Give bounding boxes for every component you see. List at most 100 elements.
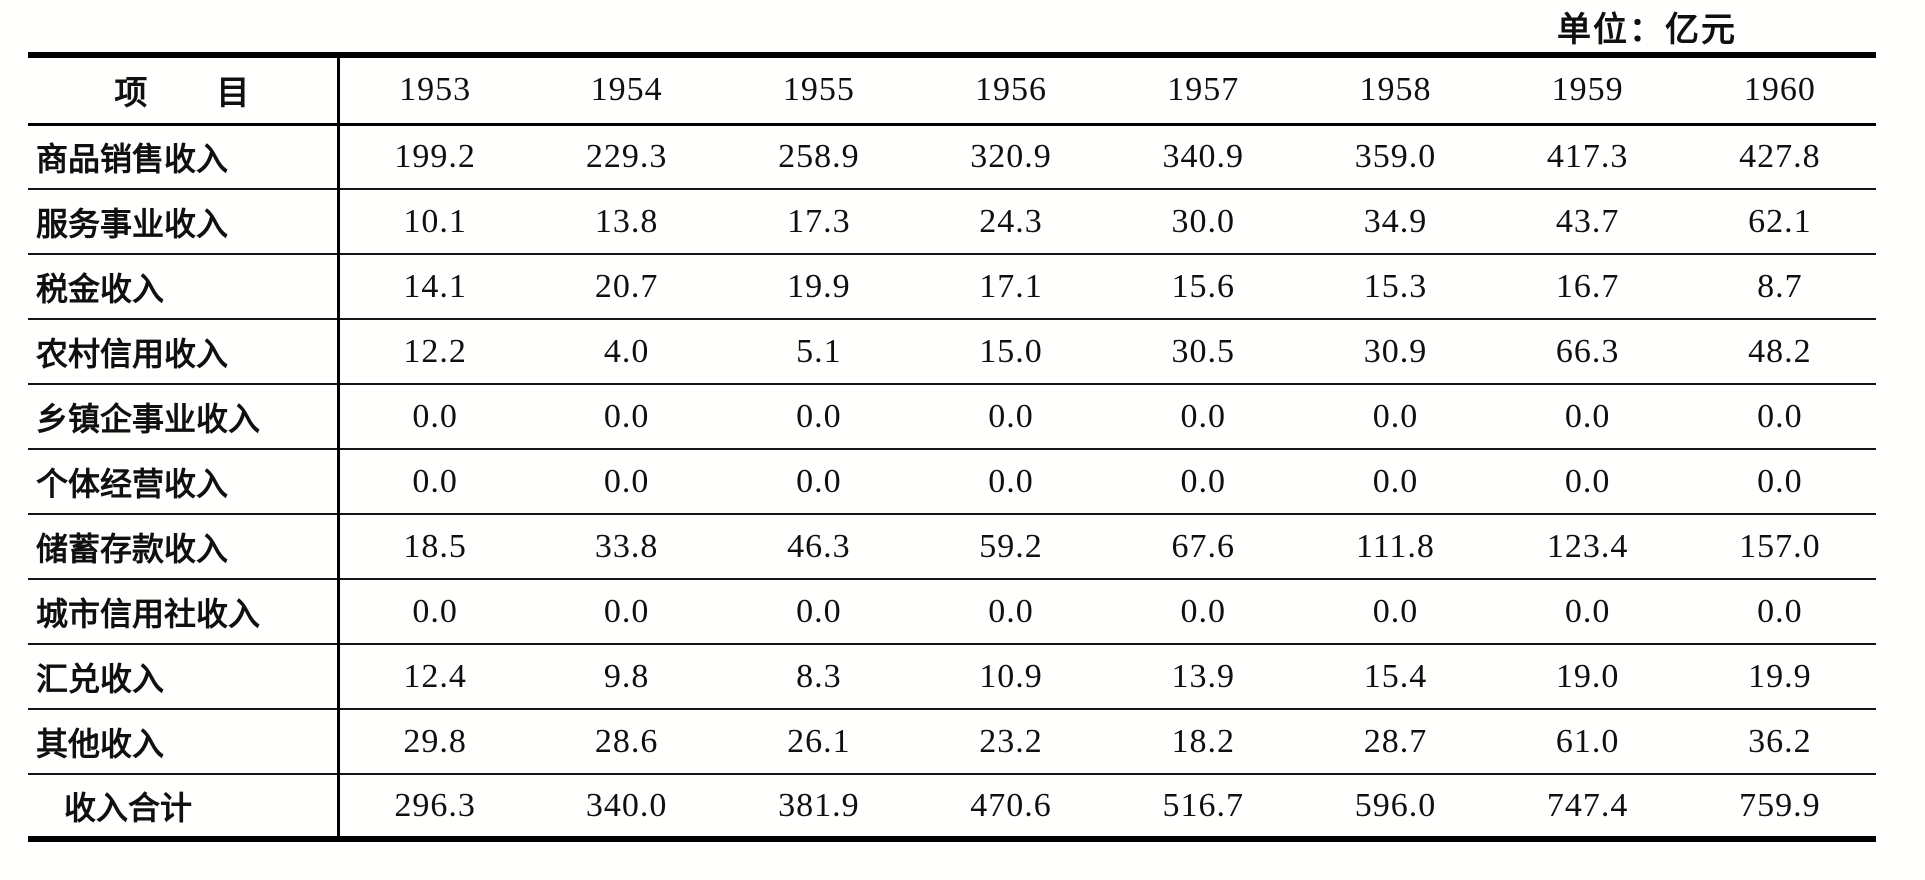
unit-label: 单位：亿元 xyxy=(1557,12,1737,49)
value-cell: 16.7 xyxy=(1555,267,1620,305)
value-cell: 15.0 xyxy=(979,332,1043,370)
value-cell: 123.4 xyxy=(1546,527,1629,565)
value-cell: 0.0 xyxy=(603,462,650,500)
value-cell: 340.9 xyxy=(1162,137,1244,175)
value-cell: 30.9 xyxy=(1363,332,1428,370)
row-label: 收入合计 xyxy=(28,774,340,839)
value-cell: 0.0 xyxy=(988,592,1034,630)
value-cell: 0.0 xyxy=(603,592,650,630)
table-row: 城市信用社收入 0.0 0.0 0.0 0.0 0.0 0.0 0.0 0.0 xyxy=(28,579,1876,644)
value-cell: 8.3 xyxy=(796,657,842,695)
value-cell: 0.0 xyxy=(603,397,650,435)
value-cell: 229.3 xyxy=(585,137,668,175)
value-cell: 258.9 xyxy=(778,137,860,175)
value-cell: 340.0 xyxy=(585,786,668,824)
value-cell: 427.8 xyxy=(1739,137,1821,175)
year-header: 1959 xyxy=(1551,71,1624,109)
value-cell: 18.2 xyxy=(1171,722,1235,760)
value-cell: 5.1 xyxy=(796,332,842,370)
value-cell: 10.1 xyxy=(403,202,467,240)
table-row: 税金收入 14.1 20.7 19.9 17.1 15.6 15.3 16.7 8.7 xyxy=(28,254,1876,319)
value-cell: 33.8 xyxy=(594,527,659,565)
value-cell: 13.9 xyxy=(1171,657,1235,695)
value-cell: 0.0 xyxy=(1180,462,1226,500)
value-cell: 15.6 xyxy=(1171,267,1235,305)
value-cell: 0.0 xyxy=(412,397,458,435)
value-cell: 0.0 xyxy=(1564,397,1611,435)
value-cell: 0.0 xyxy=(1757,592,1803,630)
value-cell: 0.0 xyxy=(796,397,842,435)
value-cell: 19.9 xyxy=(787,267,851,305)
value-cell: 0.0 xyxy=(1372,462,1419,500)
value-cell: 12.2 xyxy=(403,332,467,370)
value-cell: 0.0 xyxy=(1372,397,1419,435)
value-cell: 0.0 xyxy=(988,397,1034,435)
table-row: 汇兑收入 12.4 9.8 8.3 10.9 13.9 15.4 19.0 19.9 xyxy=(28,644,1876,709)
value-cell: 43.7 xyxy=(1555,202,1620,240)
value-cell: 10.9 xyxy=(979,657,1043,695)
value-cell: 0.0 xyxy=(796,592,842,630)
value-cell: 9.8 xyxy=(603,657,650,695)
value-cell: 359.0 xyxy=(1354,137,1437,175)
value-cell: 15.3 xyxy=(1363,267,1428,305)
value-cell: 0.0 xyxy=(1757,462,1803,500)
value-cell: 0.0 xyxy=(412,592,458,630)
table-row: 商品销售收入 199.2 229.3 258.9 320.9 340.9 359.0 417.… xyxy=(28,124,1876,189)
value-cell: 30.5 xyxy=(1171,332,1235,370)
value-cell: 67.6 xyxy=(1171,527,1235,565)
value-cell: 199.2 xyxy=(394,137,476,175)
value-cell: 0.0 xyxy=(1372,592,1419,630)
value-cell: 62.1 xyxy=(1748,202,1812,240)
value-cell: 111.8 xyxy=(1355,527,1435,565)
row-label: 农村信用收入 xyxy=(28,319,340,384)
value-cell: 0.0 xyxy=(796,462,842,500)
value-cell: 19.9 xyxy=(1748,657,1812,695)
value-cell: 30.0 xyxy=(1171,202,1235,240)
row-label: 汇兑收入 xyxy=(28,644,340,709)
row-label: 其他收入 xyxy=(28,709,340,774)
value-cell: 157.0 xyxy=(1739,527,1821,565)
value-cell: 14.1 xyxy=(403,267,467,305)
value-cell: 417.3 xyxy=(1546,137,1629,175)
row-label: 乡镇企事业收入 xyxy=(28,384,340,449)
value-cell: 61.0 xyxy=(1555,722,1620,760)
value-cell: 0.0 xyxy=(1757,397,1803,435)
value-cell: 48.2 xyxy=(1748,332,1812,370)
table-row: 储蓄存款收入 18.5 33.8 46.3 59.2 67.6 111.8 123.4 157.… xyxy=(28,514,1876,579)
value-cell: 320.9 xyxy=(970,137,1052,175)
value-cell: 66.3 xyxy=(1555,332,1620,370)
year-header: 1953 xyxy=(399,71,472,109)
value-cell: 15.4 xyxy=(1363,657,1428,695)
value-cell: 28.7 xyxy=(1363,722,1428,760)
row-label: 个体经营收入 xyxy=(28,449,340,514)
value-cell: 17.3 xyxy=(787,202,851,240)
value-cell: 759.9 xyxy=(1739,786,1821,824)
table-row: 其他收入 29.8 28.6 26.1 23.2 18.2 28.7 61.0 36.2 xyxy=(28,709,1876,774)
year-header: 1955 xyxy=(782,71,855,109)
header-row: 项 目 1953 1954 1955 1956 1957 1958 1959 1960 xyxy=(28,55,1876,124)
row-label: 税金收入 xyxy=(28,254,340,319)
value-cell: 0.0 xyxy=(1180,397,1226,435)
value-cell: 26.1 xyxy=(787,722,851,760)
year-header: 1958 xyxy=(1359,71,1432,109)
value-cell: 36.2 xyxy=(1748,722,1812,760)
value-cell: 8.7 xyxy=(1757,267,1803,305)
value-cell: 59.2 xyxy=(979,527,1043,565)
table-body: 商品销售收入 199.2 229.3 258.9 320.9 340.9 359.0 417.… xyxy=(28,124,1876,839)
row-label: 储蓄存款收入 xyxy=(28,514,340,579)
value-cell: 0.0 xyxy=(1564,592,1611,630)
value-cell: 13.8 xyxy=(594,202,659,240)
row-label: 商品销售收入 xyxy=(28,124,340,189)
year-header: 1957 xyxy=(1167,71,1240,109)
year-header: 1954 xyxy=(590,71,663,109)
value-cell: 0.0 xyxy=(988,462,1034,500)
value-cell: 296.3 xyxy=(394,786,476,824)
value-cell: 34.9 xyxy=(1363,202,1428,240)
table-row: 乡镇企事业收入 0.0 0.0 0.0 0.0 0.0 0.0 0.0 0.0 xyxy=(28,384,1876,449)
table-row: 农村信用收入 12.2 4.0 5.1 15.0 30.5 30.9 66.3 48.2 xyxy=(28,319,1876,384)
year-header: 1956 xyxy=(975,71,1048,109)
value-cell: 19.0 xyxy=(1555,657,1620,695)
value-cell: 0.0 xyxy=(1564,462,1611,500)
value-cell: 20.7 xyxy=(594,267,659,305)
value-cell: 516.7 xyxy=(1162,786,1244,824)
